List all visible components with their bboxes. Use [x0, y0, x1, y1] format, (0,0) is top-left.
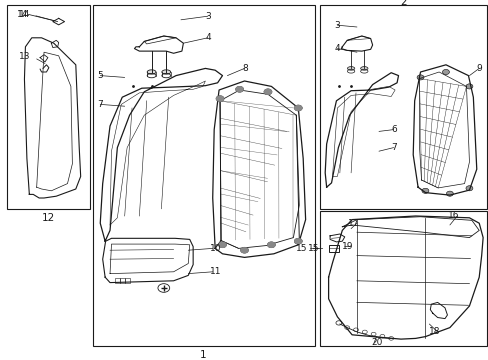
Text: 8: 8: [242, 64, 247, 73]
Circle shape: [267, 242, 275, 248]
Circle shape: [216, 96, 224, 102]
Text: 11: 11: [210, 267, 222, 276]
Text: 15: 15: [295, 244, 306, 253]
Circle shape: [264, 89, 271, 95]
Bar: [120, 278, 124, 283]
Circle shape: [465, 186, 472, 191]
Circle shape: [465, 84, 472, 89]
Text: 20: 20: [371, 338, 382, 347]
Text: 4: 4: [333, 44, 339, 53]
Circle shape: [416, 75, 423, 80]
Text: 18: 18: [427, 328, 439, 336]
Text: 2: 2: [399, 0, 406, 7]
Circle shape: [294, 105, 302, 111]
Circle shape: [240, 247, 248, 253]
Text: 5: 5: [97, 71, 102, 80]
Text: 4: 4: [205, 33, 211, 42]
Text: 16: 16: [447, 211, 459, 220]
Ellipse shape: [360, 67, 367, 70]
Circle shape: [442, 69, 448, 75]
Text: 19: 19: [342, 242, 353, 251]
Text: 14: 14: [19, 10, 30, 19]
Ellipse shape: [147, 70, 156, 74]
Bar: [320, 211, 486, 346]
Bar: [93, 5, 315, 346]
Text: 9: 9: [476, 64, 482, 73]
Text: 13: 13: [19, 52, 30, 61]
Text: 7: 7: [97, 100, 102, 109]
Circle shape: [446, 191, 452, 196]
Ellipse shape: [346, 67, 354, 70]
Text: 3: 3: [333, 21, 339, 30]
Text: 10: 10: [210, 244, 222, 253]
Text: 6: 6: [390, 125, 396, 134]
Text: 15: 15: [307, 244, 319, 253]
Circle shape: [421, 188, 428, 193]
Text: 3: 3: [205, 12, 211, 21]
Circle shape: [294, 238, 302, 244]
Ellipse shape: [162, 70, 170, 74]
Text: 17: 17: [347, 219, 359, 228]
Text: 7: 7: [390, 143, 396, 152]
Circle shape: [235, 86, 243, 92]
Bar: [124, 278, 129, 283]
Text: 1: 1: [199, 350, 206, 360]
Bar: [7, 5, 90, 209]
Bar: [115, 278, 120, 283]
Circle shape: [218, 242, 226, 248]
Text: 12: 12: [42, 213, 56, 223]
Text: 14: 14: [17, 10, 28, 19]
Bar: [320, 5, 486, 209]
